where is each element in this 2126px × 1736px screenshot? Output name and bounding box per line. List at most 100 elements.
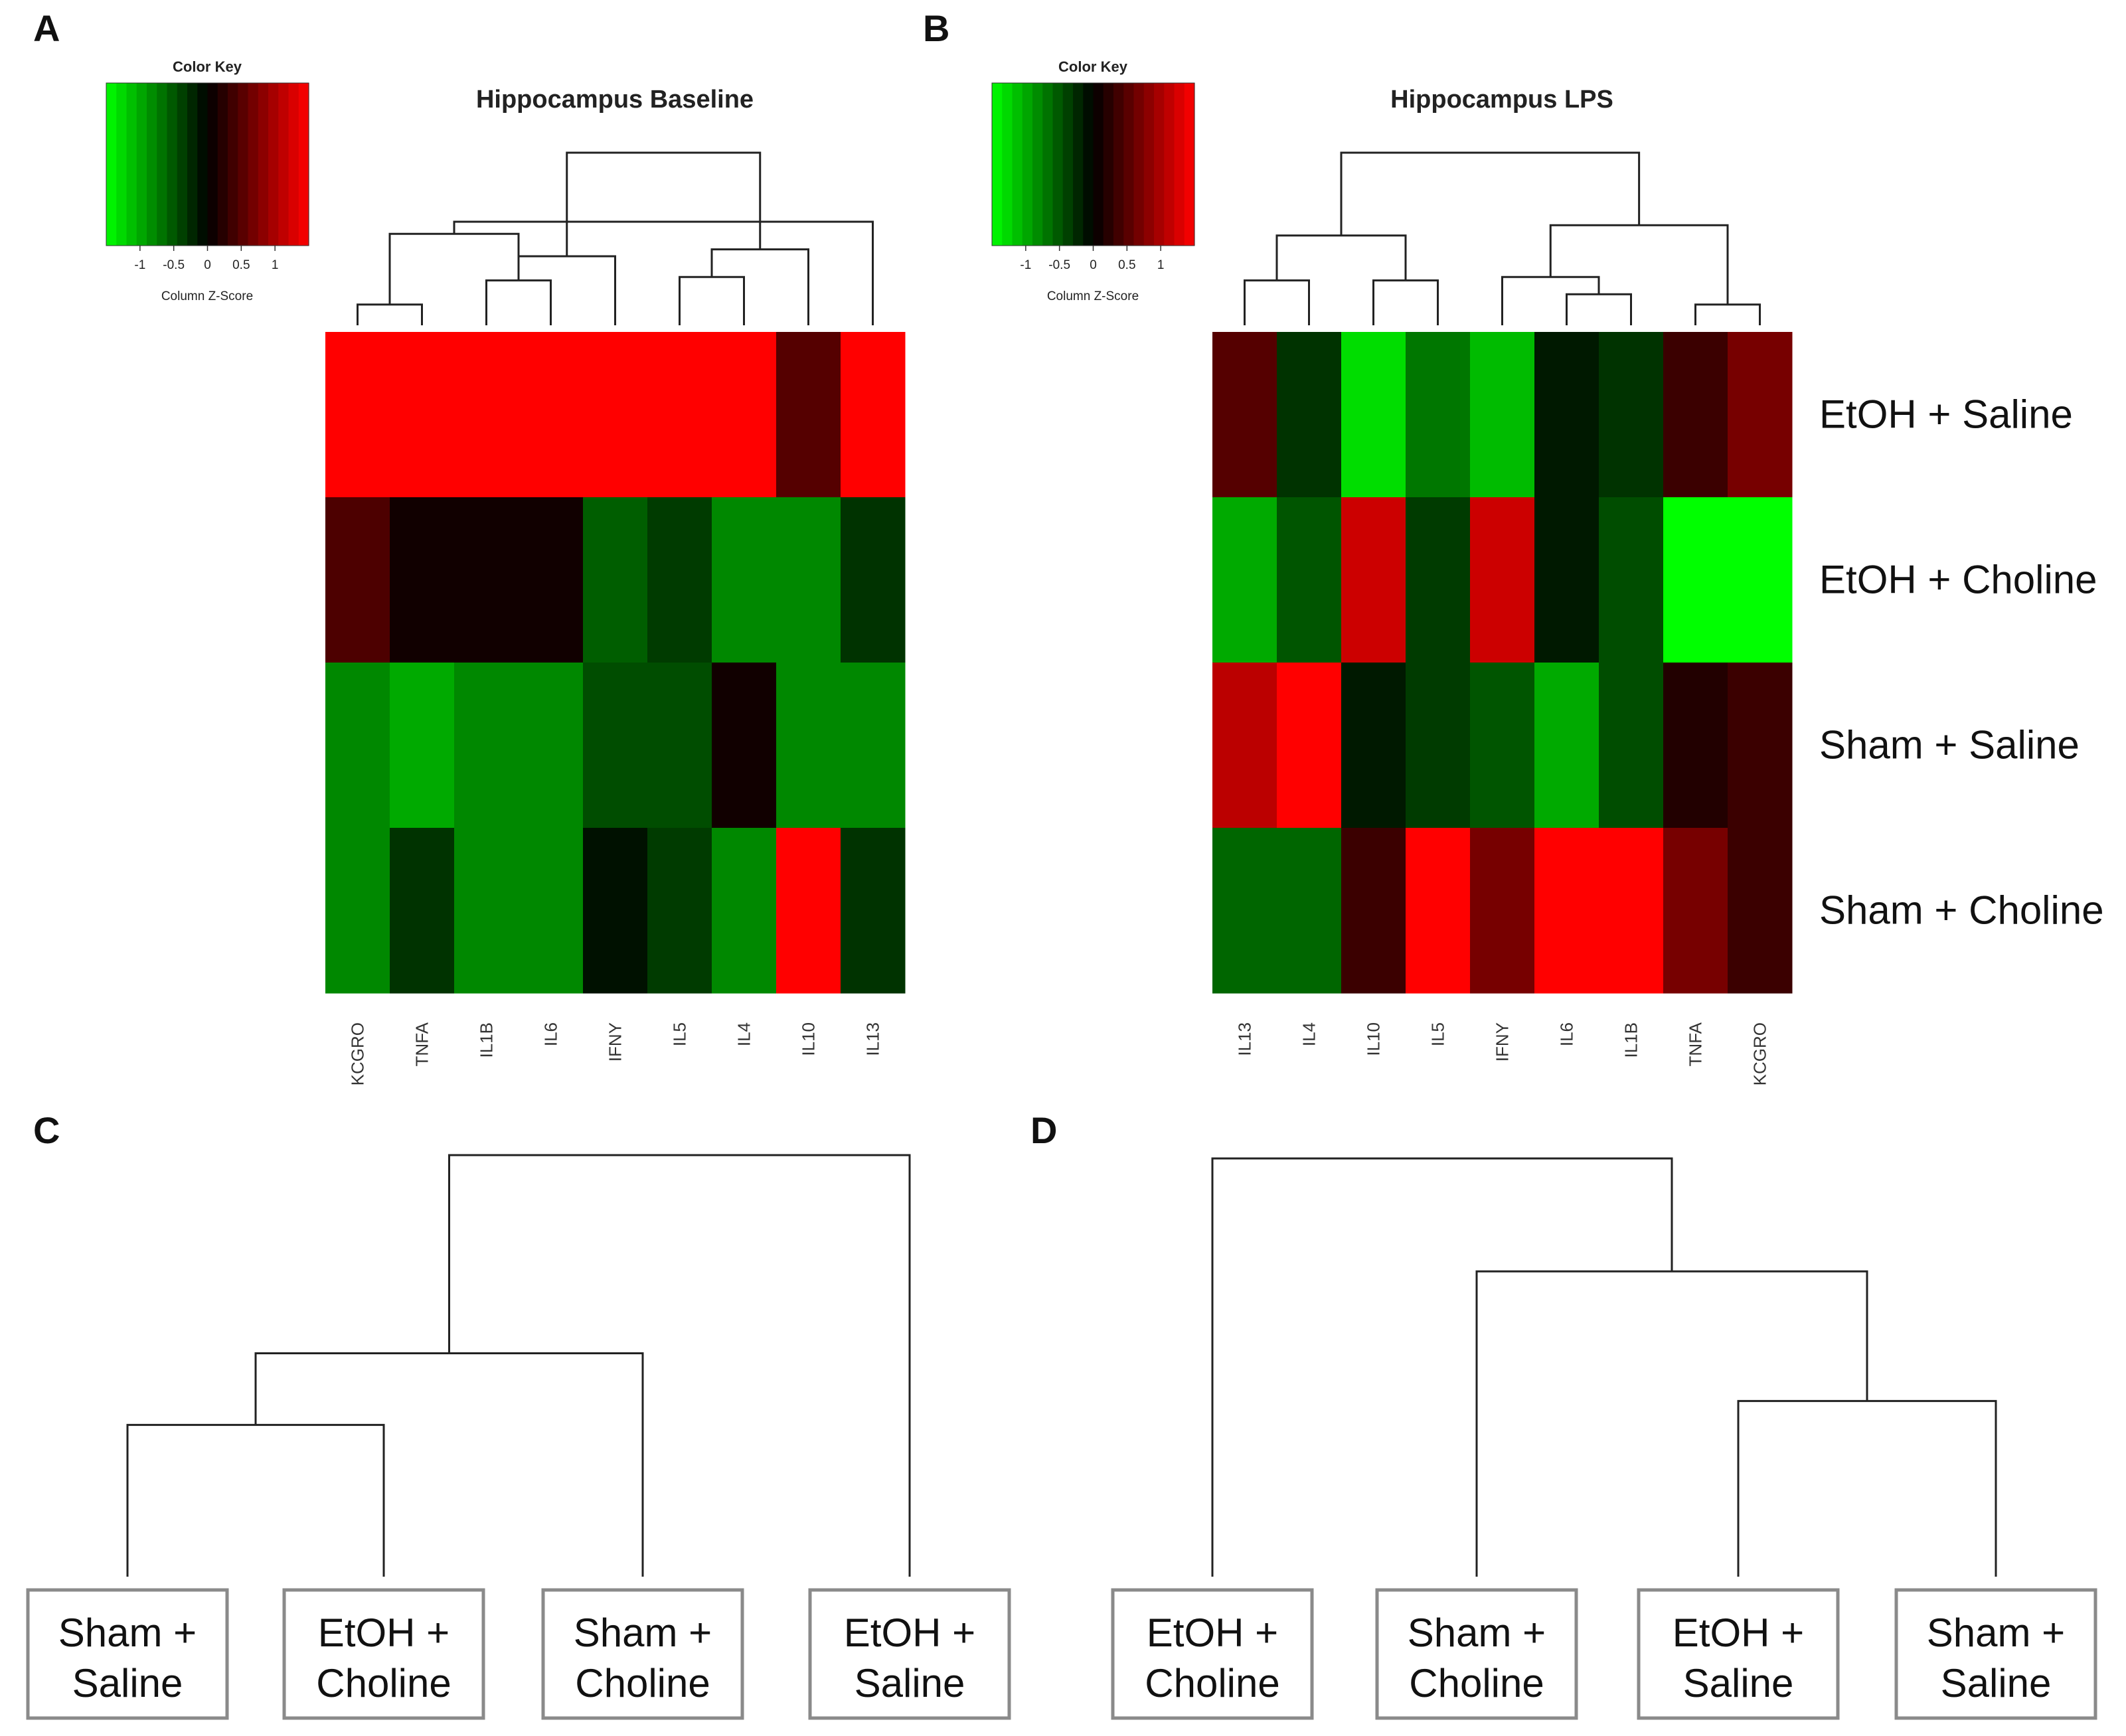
leaf-label-box — [808, 1588, 1011, 1720]
heatmap-cell — [776, 663, 841, 829]
leaf-label-box — [1111, 1588, 1314, 1720]
row-labels: EtOH + Saline EtOH + Choline Sham + Saline… — [1819, 392, 2104, 933]
row-label: Sham + Saline — [1819, 723, 2080, 767]
column-labels: KCGRO TNFA IL1B IL6 IFNY IL5 IL4 IL10 IL13 — [348, 1022, 883, 1085]
heatmap-cell — [390, 828, 455, 994]
color-key-tick: -0.5 — [163, 258, 185, 272]
column-label: IFNY — [1493, 1022, 1513, 1062]
column-label: IFNY — [606, 1022, 625, 1062]
heatmap-cell — [1470, 828, 1535, 994]
heatmap-cell — [390, 332, 455, 498]
heatmap-cell — [1212, 828, 1277, 994]
heatmap-cell — [1534, 497, 1599, 663]
column-label: IL4 — [1299, 1022, 1319, 1046]
column-label: IL10 — [799, 1022, 819, 1056]
heatmap-cell — [1406, 828, 1471, 994]
column-label: IL13 — [1235, 1022, 1255, 1056]
heatmap-cell — [1663, 663, 1728, 829]
heatmap-cell — [841, 663, 906, 829]
leaf-label-box — [1375, 1588, 1578, 1720]
sample-dendrogram — [126, 1154, 911, 1577]
heatmap-cell — [454, 663, 519, 829]
leaf-label-box — [541, 1588, 744, 1720]
heatmap-cell — [841, 828, 906, 994]
color-key-title: Color Key — [1058, 58, 1128, 75]
heatmap-cells — [325, 332, 906, 994]
color-key-tick: -1 — [1020, 258, 1031, 272]
heatmap-cell — [1277, 663, 1342, 829]
color-key-label: Column Z-Score — [161, 289, 253, 303]
color-key-band — [1083, 83, 1094, 246]
column-label: IL1B — [1621, 1022, 1641, 1058]
heatmap-title: Hippocampus LPS — [1390, 86, 1613, 114]
heatmap-cell — [1406, 497, 1471, 663]
color-key-band — [228, 83, 238, 246]
color-key-band — [258, 83, 269, 246]
panel-letter-c: C — [33, 1109, 60, 1151]
heatmap-cell — [1728, 332, 1793, 498]
leaf-label-box — [1894, 1588, 2097, 1720]
color-key-band — [217, 83, 228, 246]
color-key-band — [248, 83, 259, 246]
heatmap-cell — [647, 497, 712, 663]
dendrogram-branch — [453, 220, 874, 325]
heatmap-cell — [1212, 497, 1277, 663]
heatmap-cell — [776, 497, 841, 663]
heatmap-cell — [1277, 497, 1342, 663]
leaf-label: Sham + Saline — [1927, 1611, 2065, 1705]
heatmap-cell — [776, 828, 841, 994]
heatmap-title: Hippocampus Baseline — [476, 86, 754, 114]
heatmap-cell — [390, 663, 455, 829]
color-key-band — [1052, 83, 1064, 246]
heatmap-cell — [1406, 332, 1471, 498]
color-key: -1 -0.5 0 0.5 1 — [106, 82, 309, 272]
column-label: TNFA — [412, 1022, 432, 1066]
color-key-band — [238, 83, 249, 246]
color-key: -1 -0.5 0 0.5 1 — [991, 82, 1195, 272]
color-key-band — [1062, 83, 1074, 246]
heatmap-cell — [841, 332, 906, 498]
heatmap-cell — [1599, 828, 1664, 994]
color-key-band — [1164, 83, 1175, 246]
heatmap-cell — [1599, 497, 1664, 663]
heatmap-cell — [1599, 332, 1664, 498]
leaf-label-line: Saline — [1683, 1661, 1794, 1705]
color-key-band — [1143, 83, 1155, 246]
color-key-tick: -0.5 — [1048, 258, 1070, 272]
column-label: IL5 — [670, 1022, 690, 1046]
heatmap-cell — [1534, 828, 1599, 994]
leaf-label-line: Saline — [72, 1661, 183, 1705]
heatmap-cell — [583, 663, 648, 829]
leaf-label: EtOH + Saline — [844, 1611, 975, 1705]
heatmap-cell — [454, 828, 519, 994]
heatmap-cell — [325, 663, 390, 829]
heatmap-cell — [1728, 828, 1793, 994]
leaf-label-line: Sham + — [574, 1611, 712, 1655]
leaf-label: EtOH + Saline — [1673, 1611, 1804, 1705]
color-key-band — [136, 83, 147, 246]
leaf-label: Sham + Choline — [574, 1611, 712, 1705]
heatmap-cell — [390, 497, 455, 663]
heatmap-cell — [1341, 332, 1406, 498]
color-key-band — [992, 83, 1003, 246]
panel-letter-d: D — [1030, 1109, 1057, 1151]
row-label: Sham + Choline — [1819, 888, 2104, 933]
color-key-tick: 1 — [1157, 258, 1165, 272]
heatmap-cell — [1663, 828, 1728, 994]
heatmap-cell — [1663, 497, 1728, 663]
heatmap-cell — [583, 497, 648, 663]
heatmap-cell — [647, 332, 712, 498]
leaf-label-line: EtOH + — [1147, 1611, 1278, 1655]
leaf-label-line: Choline — [316, 1661, 451, 1705]
color-key-band — [1123, 83, 1135, 246]
sample-dendrogram — [1211, 1157, 1997, 1577]
heatmap-cell — [712, 332, 777, 498]
color-key-band — [1012, 83, 1023, 246]
color-key-band — [278, 83, 289, 246]
color-key-band — [197, 83, 208, 246]
heatmap-cells — [1212, 332, 1793, 994]
color-key-band — [1093, 83, 1104, 246]
column-label: IL6 — [1557, 1022, 1577, 1046]
color-key-tick: 0 — [204, 258, 211, 272]
color-key-tick: -1 — [134, 258, 145, 272]
